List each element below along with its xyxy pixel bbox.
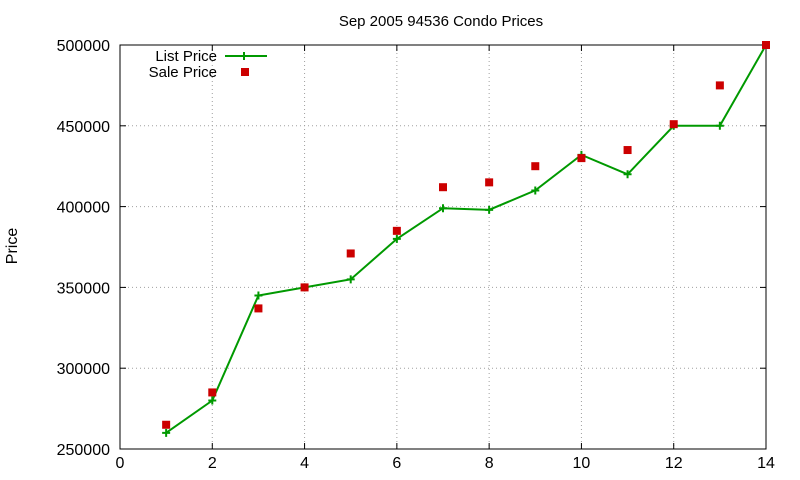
series-list-price: [162, 41, 770, 437]
data-point: [623, 146, 632, 155]
y-axis-label: Price: [4, 228, 21, 265]
data-point: [715, 121, 724, 130]
data-point: [485, 178, 494, 187]
x-tick-label: 6: [392, 455, 401, 472]
legend-marker-list-price: [240, 52, 248, 60]
data-point: [531, 162, 540, 171]
x-tick-label: 10: [573, 455, 591, 472]
legend-marker-sale-price: [241, 68, 249, 76]
y-tick-label: 250000: [57, 442, 110, 459]
x-axis-tick-labels: 0 2 4 6 8 10 12 14: [116, 455, 775, 472]
data-point: [715, 81, 724, 90]
plot-frame: [119, 44, 767, 450]
data-point: [623, 170, 632, 179]
x-tick-label: 2: [208, 455, 217, 472]
data-point: [300, 283, 309, 292]
series-line: [165, 44, 767, 434]
data-point: [162, 428, 171, 437]
x-tick-label: 12: [665, 455, 683, 472]
data-point: [346, 249, 355, 258]
axis-ticks: [119, 44, 767, 450]
data-point: [531, 186, 540, 195]
data-point: [439, 183, 447, 192]
data-point: [254, 304, 263, 313]
data-point: [162, 420, 171, 429]
data-point: [485, 205, 494, 214]
data-point: [762, 41, 770, 49]
data-series: [162, 41, 770, 437]
data-point: [392, 226, 401, 235]
data-point: [208, 396, 217, 405]
legend-label-sale-price: Sale Price: [149, 64, 217, 81]
data-point: [669, 120, 678, 129]
y-tick-label: 350000: [57, 280, 110, 297]
chart-title: Sep 2005 94536 Condo Prices: [339, 13, 543, 30]
y-tick-label: 300000: [57, 361, 110, 378]
x-tick-label: 14: [757, 455, 775, 472]
data-point: [346, 275, 355, 284]
y-axis-tick-labels: 250000 300000 350000 400000 450000 500000: [57, 38, 110, 459]
series-sale-price: [162, 41, 770, 429]
y-tick-label: 500000: [57, 38, 110, 55]
data-point: [439, 204, 447, 213]
data-point: [577, 154, 586, 163]
x-tick-label: 4: [300, 455, 309, 472]
legend: List Price Sale Price: [149, 48, 267, 81]
y-tick-label: 400000: [57, 200, 110, 217]
data-point: [208, 388, 217, 397]
x-tick-label: 8: [485, 455, 494, 472]
x-tick-label: 0: [116, 455, 125, 472]
data-point: [392, 234, 401, 243]
data-point: [254, 291, 263, 300]
legend-label-list-price: List Price: [155, 48, 217, 65]
grid-lines: [120, 45, 766, 449]
y-tick-label: 450000: [57, 119, 110, 136]
